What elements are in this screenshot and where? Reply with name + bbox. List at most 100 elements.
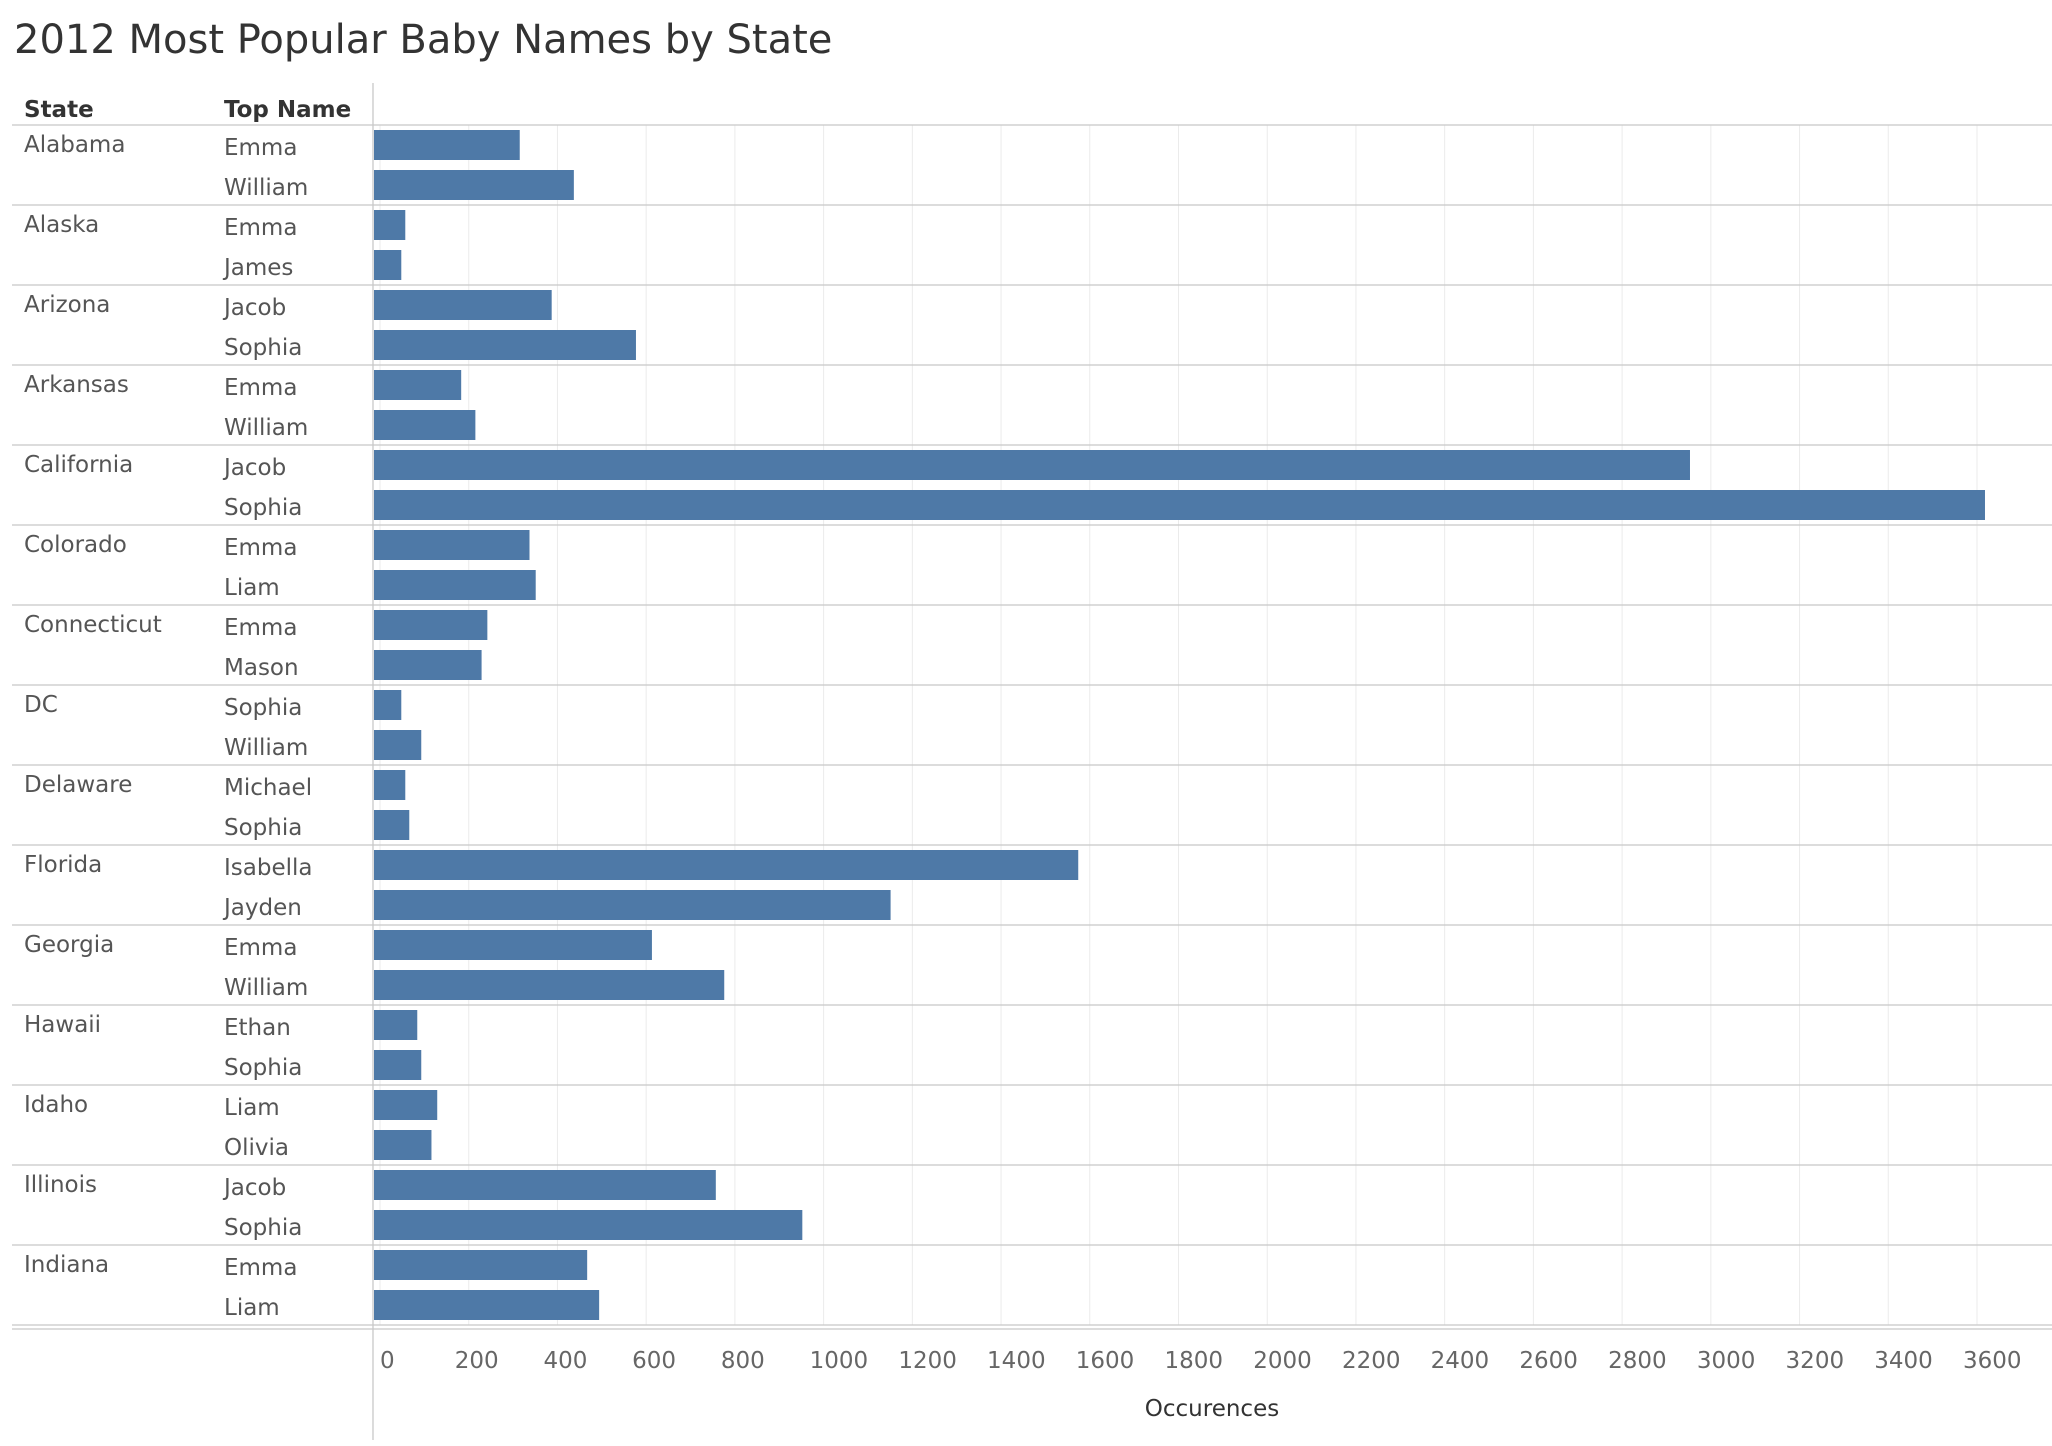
state-group: DC Sophia William (12, 690, 2052, 766)
bar[interactable] (374, 570, 536, 600)
state-label: Connecticut (24, 612, 162, 638)
bar[interactable] (374, 450, 1690, 480)
bar[interactable] (374, 250, 402, 280)
name-label: Jayden (222, 895, 302, 921)
x-axis: 0 200 400 600 800 1000 1200 1400 1600 1800 2000 220… (12, 1328, 2052, 1374)
name-label: Jacob (222, 455, 286, 481)
bar[interactable] (374, 330, 636, 360)
x-tick-label: 1400 (987, 1348, 1046, 1374)
state-label: Idaho (24, 1092, 88, 1118)
bar[interactable] (374, 1090, 438, 1120)
x-tick-label: 2600 (1519, 1348, 1578, 1374)
x-tick-label: 400 (543, 1348, 587, 1374)
bar[interactable] (374, 730, 422, 760)
bar[interactable] (374, 1210, 803, 1240)
x-axis-title: Occurences (1145, 1396, 1279, 1422)
name-label: Olivia (224, 1135, 289, 1161)
state-group: Alaska Emma James (12, 210, 2052, 286)
name-label: Ethan (224, 1015, 291, 1041)
bar[interactable] (374, 650, 482, 680)
bar[interactable] (374, 370, 462, 400)
x-tick-label: 0 (380, 1348, 395, 1374)
x-tick-label: 2400 (1431, 1348, 1490, 1374)
state-label: Delaware (24, 772, 132, 798)
bar[interactable] (374, 130, 520, 160)
x-tick-label: 1200 (898, 1348, 957, 1374)
name-label: Liam (224, 1295, 280, 1321)
state-group: Delaware Michael Sophia (12, 770, 2052, 846)
state-group: California Jacob Sophia (12, 450, 2052, 526)
name-label: Emma (224, 135, 297, 161)
state-group: Indiana Emma Liam (12, 1250, 2052, 1326)
bar[interactable] (374, 1250, 588, 1280)
state-group: Colorado Emma Liam (12, 530, 2052, 606)
column-header-state: State (24, 97, 94, 123)
name-label: Emma (224, 1255, 297, 1281)
bar[interactable] (374, 930, 652, 960)
bar[interactable] (374, 1130, 432, 1160)
gridlines (12, 83, 2052, 1440)
bar[interactable] (374, 530, 530, 560)
name-label: Jacob (222, 295, 286, 321)
bar[interactable] (374, 850, 1079, 880)
bar[interactable] (374, 170, 574, 200)
bar-rows: Alabama Emma William Alaska Emma James Arizona… (12, 130, 2052, 1326)
x-tick-label: 2200 (1342, 1348, 1401, 1374)
name-label: Emma (224, 935, 297, 961)
bar[interactable] (374, 890, 891, 920)
name-label: Emma (224, 375, 297, 401)
name-label: Isabella (224, 855, 313, 881)
state-label: Alaska (24, 212, 99, 238)
bar[interactable] (374, 210, 406, 240)
state-group: Arizona Jacob Sophia (12, 290, 2052, 366)
x-tick-label: 600 (632, 1348, 676, 1374)
chart-title: 2012 Most Popular Baby Names by State (14, 17, 832, 63)
name-label: William (224, 415, 308, 441)
name-label: Liam (224, 575, 280, 601)
state-label: Arkansas (24, 372, 129, 398)
state-group: Florida Isabella Jayden (12, 850, 2052, 926)
bar[interactable] (374, 290, 552, 320)
x-tick-label: 800 (721, 1348, 765, 1374)
bar[interactable] (374, 1290, 600, 1320)
state-group: Idaho Liam Olivia (12, 1090, 2052, 1166)
bar[interactable] (374, 810, 410, 840)
state-group: Arkansas Emma William (12, 370, 2052, 446)
state-label: Colorado (24, 532, 127, 558)
x-tick-label: 2800 (1608, 1348, 1667, 1374)
bar[interactable] (374, 970, 725, 1000)
state-label: DC (24, 692, 58, 718)
name-label: Sophia (224, 335, 302, 361)
x-tick-label: 200 (455, 1348, 499, 1374)
bar[interactable] (374, 1050, 422, 1080)
state-label: Indiana (24, 1252, 109, 1278)
x-tick-label: 1800 (1165, 1348, 1224, 1374)
state-label: Hawaii (24, 1012, 101, 1038)
name-label: Emma (224, 615, 297, 641)
x-tick-label: 1000 (810, 1348, 869, 1374)
x-tick-label: 3600 (1963, 1348, 2022, 1374)
bar[interactable] (374, 770, 406, 800)
name-label: Sophia (224, 1055, 302, 1081)
state-label: Arizona (24, 292, 110, 318)
x-tick-label: 3000 (1697, 1348, 1756, 1374)
state-group: Georgia Emma William (12, 930, 2052, 1006)
bar[interactable] (374, 1010, 418, 1040)
bar[interactable] (374, 610, 488, 640)
x-tick-label: 2000 (1253, 1348, 1312, 1374)
name-label: William (224, 735, 308, 761)
state-group: Illinois Jacob Sophia (12, 1170, 2052, 1246)
state-label: Alabama (24, 132, 125, 158)
bar[interactable] (374, 1170, 716, 1200)
bar[interactable] (374, 490, 1985, 520)
column-header-top-name: Top Name (224, 97, 351, 123)
bar[interactable] (374, 690, 402, 720)
name-label: Emma (224, 215, 297, 241)
name-label: Mason (224, 655, 299, 681)
name-label: Sophia (224, 1215, 302, 1241)
bar[interactable] (374, 410, 476, 440)
name-label: Sophia (224, 695, 302, 721)
state-label: Florida (24, 852, 102, 878)
name-label: William (224, 175, 308, 201)
